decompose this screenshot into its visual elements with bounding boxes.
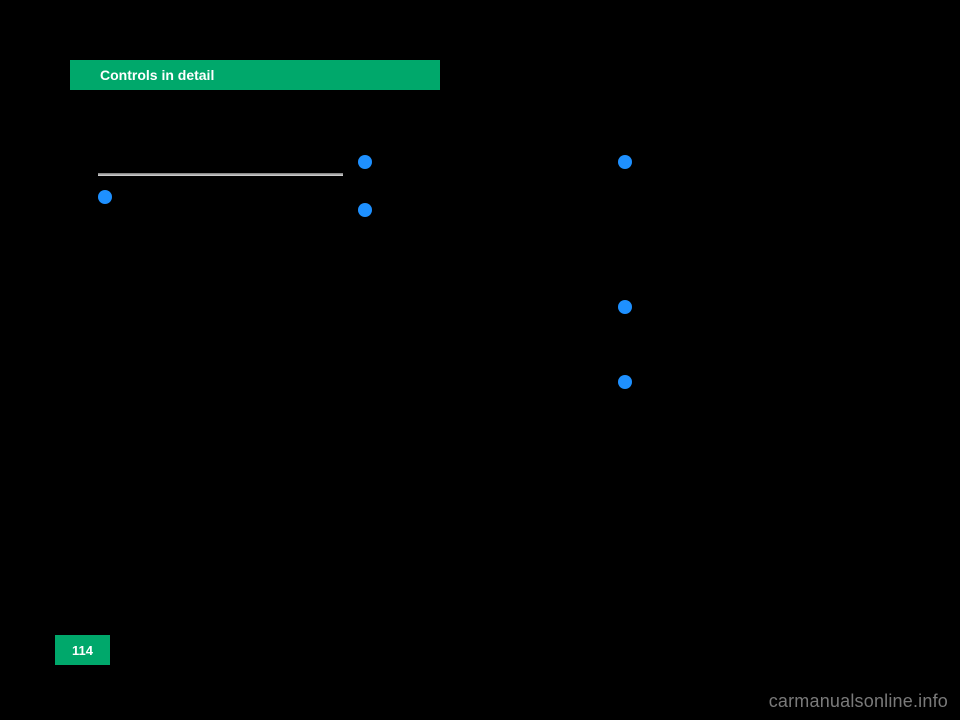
bullet-icon [618,375,632,389]
bullet-icon [618,155,632,169]
bullet-icon [358,203,372,217]
bullet-icon [358,155,372,169]
watermark-text: carmanualsonline.info [769,691,948,712]
section-header-bar: Controls in detail [70,60,440,90]
bullet-icon [98,190,112,204]
subheading-underline [98,173,343,176]
section-header-title: Controls in detail [100,67,214,83]
bullet-icon [618,300,632,314]
subheading-placeholder [98,148,343,168]
page-number: 114 [72,643,93,658]
page-number-block: 114 [55,635,110,665]
page-content: Controls in detail 114 [55,55,905,665]
